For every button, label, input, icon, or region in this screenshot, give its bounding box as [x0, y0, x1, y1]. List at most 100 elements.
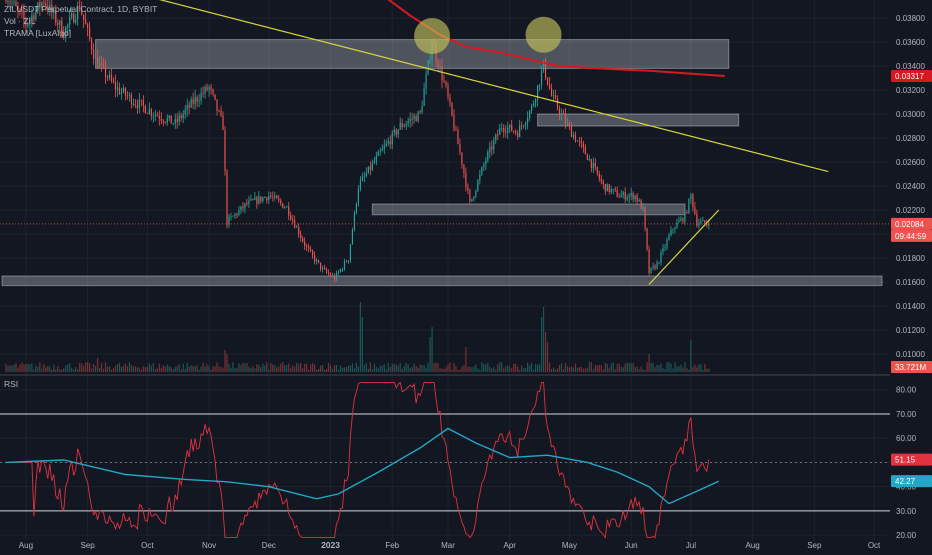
volume-bar-108 [220, 366, 222, 372]
volume-bar-76 [156, 368, 158, 372]
volume-bar-54 [112, 368, 115, 372]
time-tick-label: Oct [868, 541, 881, 550]
candle-body-277 [556, 98, 559, 109]
volume-bar-248 [499, 362, 501, 372]
volume-bar-150 [304, 363, 306, 372]
volume-bar-115 [234, 368, 236, 372]
candle-body-158 [319, 262, 322, 270]
volume-bar-324 [650, 363, 652, 372]
volume-bar-98 [200, 366, 202, 372]
candle-body-116 [236, 213, 238, 215]
candle-body-111 [226, 171, 228, 225]
candle-body-250 [503, 128, 505, 132]
volume-bar-154 [312, 363, 314, 372]
candle-body-199 [401, 123, 403, 127]
volume-bar-69 [142, 366, 144, 372]
volume-bar-16 [37, 366, 39, 372]
volume-bar-57 [118, 363, 121, 372]
candle-body-293 [588, 159, 590, 160]
volume-bar-241 [485, 364, 487, 372]
candle-body-306 [614, 189, 616, 191]
candle-body-69 [142, 100, 144, 106]
candle-body-209 [421, 106, 423, 113]
price-tick-label: 0.03000 [896, 110, 925, 119]
candle-body-182 [367, 166, 369, 174]
volume-bar-88 [180, 369, 182, 372]
volume-bar-145 [294, 366, 296, 372]
volume-bar-214 [431, 327, 433, 372]
volume-bar-207 [417, 367, 419, 372]
candle-body-92 [188, 104, 190, 108]
symbol-title[interactable]: ZILUSDT Perpetual Contract, 1D, BYBIT [4, 4, 158, 14]
candle-body-113 [230, 216, 232, 218]
volume-bar-89 [182, 363, 184, 372]
volume-bar-262 [527, 362, 529, 372]
volume-bar-346 [694, 364, 696, 372]
volume-bar-271 [544, 332, 547, 372]
candle-body-303 [608, 184, 610, 193]
candle-body-197 [397, 129, 399, 135]
candle-body-51 [106, 76, 109, 78]
candle-body-79 [162, 120, 164, 122]
volume-bar-25 [55, 369, 57, 372]
volume-bar-113 [230, 367, 232, 372]
volume-bar-95 [194, 366, 196, 372]
candle-body-72 [148, 109, 150, 114]
volume-bar-268 [538, 364, 541, 372]
candle-body-282 [566, 123, 569, 125]
candle-body-328 [658, 262, 660, 263]
volume-bar-100 [204, 366, 206, 372]
time-axis: Aug Sep Oct Nov Dec 2023 Feb Mar Apr May Jun Jul Aug… [0, 540, 932, 550]
candle-body-56 [116, 87, 119, 90]
candle-body-218 [439, 66, 441, 68]
volume-bar-280 [562, 369, 565, 372]
volume-bar-295 [592, 369, 594, 372]
volume-bar-94 [192, 365, 194, 372]
volume-bar-52 [108, 366, 111, 372]
volume-bar-111 [226, 354, 228, 372]
volume-bar-335 [672, 368, 674, 372]
rsi-title[interactable]: RSI [4, 379, 19, 389]
candle-body-275 [552, 95, 555, 96]
candle-body-266 [535, 99, 537, 104]
candle-body-315 [632, 192, 634, 200]
volume-bar-285 [572, 367, 575, 372]
volume-bar-183 [369, 362, 371, 372]
volume-bar-211 [425, 367, 427, 372]
candle-body-319 [640, 200, 642, 210]
candle-body-143 [290, 215, 292, 220]
volume-bar-212 [427, 362, 429, 372]
candle-body-340 [682, 218, 684, 222]
candle-body-284 [570, 126, 573, 137]
indicator-title[interactable]: TRAMA [LuxAlgo] [4, 28, 72, 38]
candle-body-186 [375, 156, 377, 162]
volume-bar-137 [278, 366, 280, 372]
candle-body-336 [674, 228, 676, 229]
volume-bar-230 [463, 365, 465, 372]
candle-body-203 [409, 118, 411, 122]
volume-bar-175 [353, 368, 356, 372]
drawn-lines [0, 0, 890, 285]
volume-title[interactable]: Vol · ZIL [4, 16, 36, 26]
candle-body-212 [427, 60, 429, 75]
candle-body-313 [628, 195, 630, 198]
candle-body-10 [25, 19, 27, 26]
candle-body-99 [202, 92, 204, 94]
volume-bar-260 [523, 368, 525, 372]
candle-body-270 [542, 60, 545, 71]
volume-bar-322 [646, 362, 648, 372]
volume-bar-184 [371, 369, 373, 372]
volume-bar-59 [122, 365, 125, 372]
volume-bar-253 [509, 366, 511, 372]
volume-bar-302 [606, 363, 608, 372]
candle-body-75 [154, 114, 156, 116]
candle-body-97 [198, 100, 200, 102]
candle-body-57 [118, 87, 121, 94]
candle-body-223 [449, 96, 451, 103]
candle-body-9 [23, 12, 25, 20]
volume-bar-140 [284, 365, 286, 372]
volume-bar-232 [467, 366, 469, 372]
candle-body-180 [363, 175, 365, 177]
